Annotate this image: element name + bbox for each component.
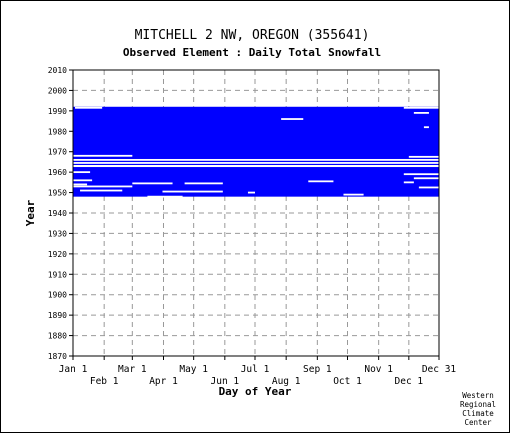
data-coverage (73, 106, 439, 198)
x-tick-label: Nov 1 (364, 364, 393, 375)
y-tick-label: 1990 (48, 107, 67, 116)
y-tick-label: 2000 (48, 86, 67, 95)
missing-segment (403, 173, 439, 176)
y-tick-label: 1880 (48, 332, 67, 341)
missing-segment (132, 182, 173, 185)
missing-segment (247, 191, 255, 194)
x-tick-label: Dec 1 (395, 376, 424, 387)
x-tick-label: Jun 1 (211, 376, 240, 387)
missing-segment (308, 180, 334, 183)
missing-segment (73, 154, 133, 157)
missing-segment (423, 126, 429, 129)
x-tick-label: Aug 1 (272, 376, 301, 387)
x-tick-label: Oct 1 (333, 376, 362, 387)
y-tick-label: 2010 (48, 66, 67, 75)
missing-segment (184, 182, 223, 185)
credit-line: Climate (462, 409, 494, 418)
y-tick-label: 1920 (48, 250, 67, 259)
y-tick-label: 1960 (48, 168, 67, 177)
y-tick-label: 1900 (48, 291, 67, 300)
x-tick-label: Sep 1 (303, 364, 332, 375)
y-tick-label: 1950 (48, 189, 67, 198)
data-record-block (73, 106, 439, 197)
x-tick-label: Mar 1 (118, 364, 147, 375)
y-tick-labels: 1870 1880 1890 1900 1910 1920 1930 1940 1950 1960… (48, 66, 73, 361)
x-tick-label: Feb 1 (90, 376, 119, 387)
x-tick-label: Dec 31 (422, 364, 457, 375)
missing-segment (73, 185, 133, 188)
x-tick-label: Apr 1 (149, 376, 178, 387)
y-tick-label: 1890 (48, 311, 67, 320)
chart-subtitle: Observed Element : Daily Total Snowfall (123, 46, 381, 59)
missing-segment (73, 158, 439, 161)
y-axis-label: Year (24, 199, 37, 226)
x-tick-label: May 1 (179, 364, 208, 375)
y-tick-label: 1940 (48, 209, 67, 218)
missing-segment (418, 186, 439, 189)
credit-line: Western (462, 391, 494, 400)
missing-segment (413, 177, 439, 180)
missing-segment (403, 106, 439, 109)
missing-segment (147, 195, 183, 198)
missing-segment (73, 162, 439, 164)
missing-segment (408, 155, 439, 158)
credit-block: Western Regional Climate Center (460, 391, 496, 427)
y-tick-label: 1910 (48, 270, 67, 279)
x-tick-label: Jan 1 (59, 364, 88, 375)
x-tick-label: Jul 1 (241, 364, 270, 375)
missing-segment (75, 106, 103, 109)
missing-segment (281, 118, 304, 120)
missing-segment (73, 179, 93, 182)
missing-segment (343, 193, 364, 196)
chart-title: MITCHELL 2 NW, OREGON (355641) (135, 28, 370, 43)
y-tick-label: 1970 (48, 148, 67, 157)
missing-segment (162, 190, 223, 193)
y-tick-label: 1870 (48, 352, 67, 361)
missing-year-band (73, 164, 439, 168)
x-tick-labels: Jan 1 Mar 1 May 1 Jul 1 Sep 1 Nov 1 Dec 31 Feb … (59, 356, 457, 387)
y-tick-label: 1980 (48, 127, 67, 136)
missing-segment (73, 183, 88, 186)
y-tick-label: 1930 (48, 229, 67, 238)
missing-segment (73, 171, 91, 174)
x-axis-label: Day of Year (219, 385, 292, 398)
missing-segment (413, 112, 429, 114)
missing-segment (80, 189, 123, 192)
missing-segment (403, 181, 414, 184)
credit-line: Center (464, 418, 492, 427)
credit-line: Regional (460, 400, 496, 409)
